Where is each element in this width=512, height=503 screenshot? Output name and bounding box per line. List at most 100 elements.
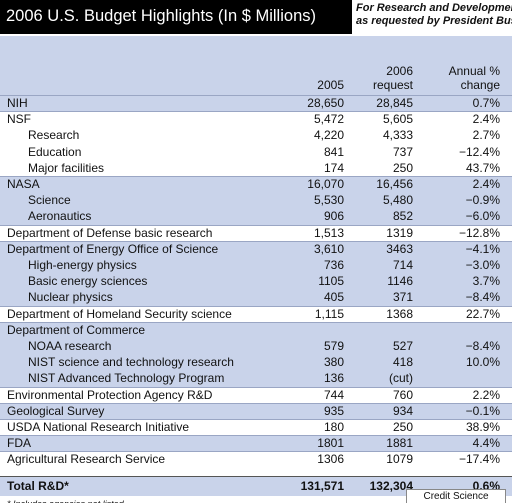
cell-value: 250 (392, 420, 413, 434)
cell-value: 934 (392, 403, 413, 418)
cell-value: −12.4% (458, 144, 500, 159)
cell-value: 2.4% (472, 112, 500, 127)
cell-value: 132,304 (369, 478, 413, 493)
total-band (0, 475, 512, 496)
row-label: Basic energy sciences (28, 274, 148, 289)
cell-value: 10.0% (465, 355, 500, 370)
row-band (0, 305, 512, 322)
cell-value: 1,513 (313, 225, 344, 240)
row-band (0, 419, 512, 436)
column-header: 2006 request (372, 64, 413, 92)
row-label: Environmental Protection Agency R&D (7, 387, 213, 402)
row-band (0, 111, 512, 176)
cell-value: 2.4% (472, 177, 500, 191)
cell-value: 405 (323, 290, 344, 305)
row-band (0, 402, 512, 419)
cell-value: 16,070 (307, 177, 344, 191)
cell-value: 136 (323, 371, 344, 386)
row-label: FDA (7, 436, 31, 451)
row-label: Major facilities (28, 160, 105, 175)
cell-value: −17.4% (458, 452, 500, 467)
row-band (0, 224, 512, 241)
cell-value: 527 (392, 339, 413, 353)
cell-value: 3463 (386, 241, 413, 256)
row-label: USDA National Research Initiative (7, 420, 190, 434)
cell-value: 5,472 (313, 112, 344, 127)
cell-value: 418 (392, 355, 413, 370)
subtitle: as requested by President Bush (356, 15, 512, 27)
cell-value: 841 (323, 144, 344, 159)
row-band (0, 386, 512, 403)
cell-value: 22.7% (465, 306, 500, 321)
cell-value: 1,115 (314, 306, 344, 321)
row-label: Education (28, 144, 82, 159)
cell-value: 1368 (386, 306, 413, 321)
cell-value: 579 (323, 339, 344, 353)
cell-value: −6.0% (465, 209, 500, 224)
header-band (0, 36, 512, 95)
cell-value: −0.1% (465, 403, 500, 418)
row-label: NOAA research (28, 339, 112, 353)
cell-value: 380 (323, 355, 344, 370)
cell-value: 1105 (318, 274, 344, 289)
row-label: High-energy physics (28, 258, 137, 272)
cell-value: 714 (392, 258, 413, 272)
row-label: Agricultural Research Service (7, 452, 166, 467)
cell-value: 180 (323, 420, 344, 434)
row-band (0, 176, 512, 225)
cell-value: −12.8% (458, 225, 500, 240)
credit: Credit Science (406, 489, 506, 503)
row-label: Nuclear physics (28, 290, 113, 305)
column-header: 2005 (317, 78, 344, 92)
row-label: Department of Defense basic research (7, 225, 213, 240)
row-label: Research (28, 128, 80, 143)
cell-value: 1801 (317, 436, 344, 451)
cell-value: 5,530 (313, 193, 344, 208)
row-label: Geological Survey (7, 403, 105, 418)
row-band (0, 321, 512, 387)
row-label: Department of Commerce (7, 322, 146, 337)
row-label: Department of Energy Office of Science (7, 241, 219, 256)
column-header: Annual % change (448, 64, 500, 92)
row-label: Science (28, 193, 71, 208)
cell-value: 371 (392, 290, 413, 305)
footnote: * Includes agencies not listed. (7, 499, 126, 503)
cell-value: 2.7% (472, 128, 500, 143)
row-band (0, 240, 512, 306)
cell-value: 1079 (386, 452, 413, 467)
cell-value: 16,456 (376, 177, 413, 191)
cell-value: 4,220 (313, 128, 344, 143)
row-band (0, 435, 512, 452)
cell-value: 43.7% (465, 160, 500, 175)
cell-value: 1146 (387, 274, 413, 289)
row-band (0, 95, 512, 112)
row-band (0, 451, 512, 468)
cell-value: −3.0% (465, 258, 500, 272)
cell-value: 174 (323, 160, 344, 175)
cell-value: 1306 (317, 452, 344, 467)
row-label: NASA (7, 177, 40, 191)
cell-value: 38.9% (465, 420, 500, 434)
cell-value: −8.4% (465, 339, 500, 353)
cell-value: 28,845 (376, 96, 413, 110)
cell-value: 3.7% (472, 274, 500, 289)
cell-value: 3,610 (313, 241, 344, 256)
cell-value: −4.1% (465, 241, 500, 256)
row-label: NIST Advanced Technology Program (28, 371, 225, 386)
cell-value: 0.7% (472, 96, 500, 110)
cell-value: 935 (323, 403, 344, 418)
cell-value: 906 (323, 209, 344, 224)
row-label: Aeronautics (28, 209, 92, 224)
cell-value: −0.9% (465, 193, 500, 208)
row-label: NSF (7, 112, 31, 127)
cell-value: 4,333 (382, 128, 413, 143)
cell-value: 1881 (386, 436, 413, 451)
cell-value: 852 (392, 209, 413, 224)
cell-value: (cut) (389, 371, 413, 386)
cell-value: 1319 (386, 225, 413, 240)
title: 2006 U.S. Budget Highlights (In $ Millio… (6, 7, 316, 25)
cell-value: 736 (323, 258, 344, 272)
row-label: Total R&D* (7, 478, 69, 493)
cell-value: 2.2% (472, 387, 500, 402)
